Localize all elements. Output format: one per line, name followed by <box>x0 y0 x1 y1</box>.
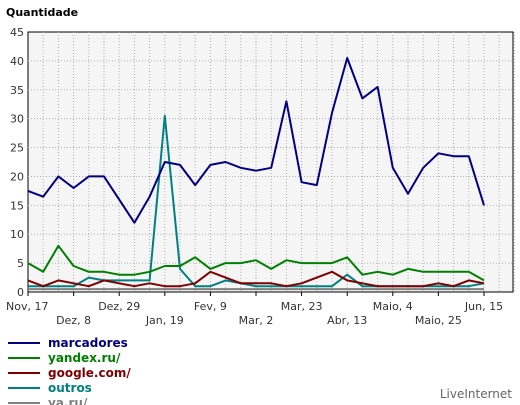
y-tick-label: 10 <box>10 228 24 241</box>
y-tick-label: 45 <box>10 26 24 39</box>
x-tick-label: Mar, 2 <box>239 314 274 327</box>
y-tick-label: 20 <box>10 170 24 183</box>
y-axis-label: Quantidade <box>6 6 78 19</box>
x-axis: Nov, 17 Dez, 8 Dez, 29 Jan, 19 Fev, 9 Mar, 2 M… <box>6 292 503 327</box>
series-line <box>27 57 485 224</box>
y-tick-label: 15 <box>10 199 24 212</box>
x-tick-label: Maio, 25 <box>415 314 462 327</box>
y-tick-label: 40 <box>10 55 24 68</box>
series-line <box>27 244 485 282</box>
y-tick-label: 35 <box>10 84 24 97</box>
x-tick-label: Nov, 17 <box>6 300 48 313</box>
y-tick-label: 25 <box>10 142 24 155</box>
legend-label: ya.ru/ <box>48 396 88 405</box>
legend-label: google.com/ <box>48 366 131 380</box>
series-line <box>27 270 485 288</box>
y-tick-label: 30 <box>10 113 24 126</box>
x-tick-label: Mar, 23 <box>281 300 323 313</box>
legend: marcadoresyandex.ru/google.com/outrosya.… <box>8 336 131 405</box>
series-lines <box>27 57 485 291</box>
x-tick-label: Maio, 4 <box>373 300 413 313</box>
x-tick-label: Dez, 8 <box>56 314 91 327</box>
brand-watermark: LiveInternet <box>440 387 512 401</box>
plot-area <box>27 31 514 293</box>
legend-label: yandex.ru/ <box>48 351 121 365</box>
y-tick-label: 5 <box>17 257 24 270</box>
x-tick-label: Fev, 9 <box>194 300 227 313</box>
legend-label: marcadores <box>48 336 128 350</box>
x-tick-label: Dez, 29 <box>98 300 140 313</box>
y-axis: 0 5 10 15 20 25 30 35 40 45 <box>10 26 24 299</box>
x-tick-label: Jan, 19 <box>145 314 184 327</box>
grid <box>28 32 515 292</box>
y-tick-label: 0 <box>17 286 24 299</box>
legend-label: outros <box>48 381 92 395</box>
x-tick-label: Abr, 13 <box>327 314 367 327</box>
x-tick-label: Jun, 15 <box>464 300 503 313</box>
